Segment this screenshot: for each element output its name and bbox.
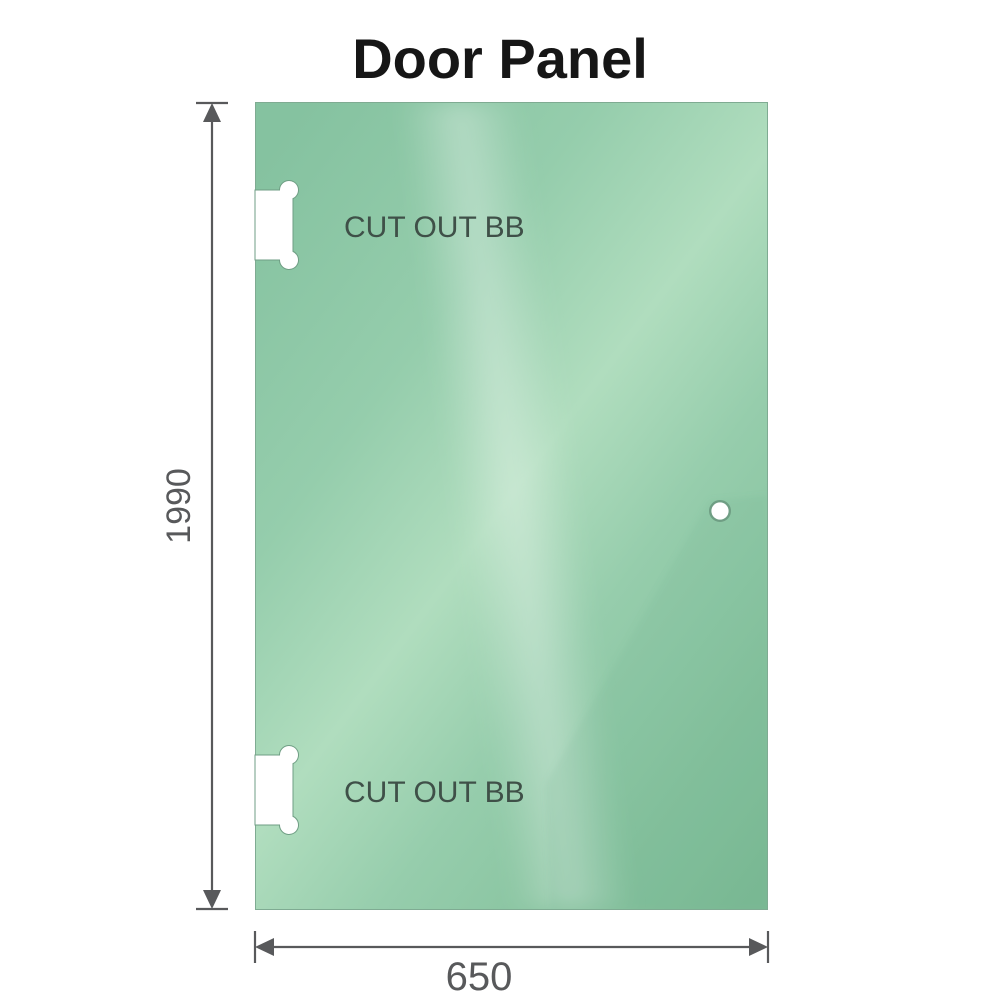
svg-text:CUT OUT BB: CUT OUT BB — [344, 776, 525, 809]
svg-text:Door Panel: Door Panel — [352, 27, 648, 90]
svg-text:CUT OUT BB: CUT OUT BB — [344, 211, 525, 244]
svg-text:650: 650 — [446, 955, 513, 999]
svg-text:1990: 1990 — [160, 468, 198, 544]
